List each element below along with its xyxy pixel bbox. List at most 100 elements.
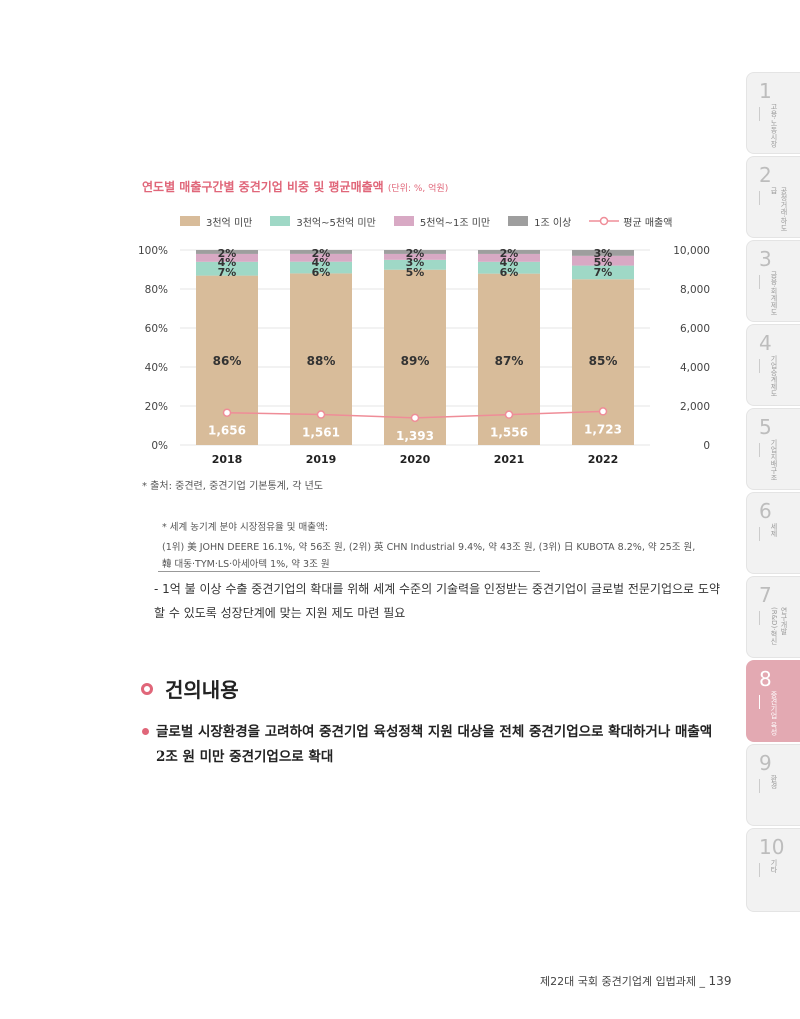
data-label: 2% xyxy=(500,247,519,260)
footer-text: 제22대 국회 중견기업계 입법과제 _ xyxy=(540,975,706,988)
side-tab-3[interactable]: 3 금융·회계제도 xyxy=(746,240,800,322)
section-title: 건의내용 xyxy=(165,678,239,702)
bar-segment xyxy=(290,250,352,254)
data-label: 6% xyxy=(500,266,519,279)
bar-segment xyxy=(384,253,446,260)
data-label: 4% xyxy=(500,256,519,269)
y-tick-label: 0% xyxy=(151,440,168,452)
bar-segment xyxy=(478,261,540,274)
side-tab-8[interactable]: 8 중견기업 육성 xyxy=(746,660,800,742)
bar-segment xyxy=(572,255,634,266)
side-tab-label: 기업지배구조 xyxy=(770,439,778,481)
data-label: 85% xyxy=(589,354,618,368)
line-point xyxy=(410,413,420,423)
section-heading: 건의내용 xyxy=(141,674,239,703)
bar-segment xyxy=(384,250,446,254)
divider xyxy=(759,443,760,457)
legend-line-marker xyxy=(589,216,620,226)
x-tick-label: 2021 xyxy=(494,453,525,466)
side-tab-7[interactable]: 7 연구개발(R&D)·혁신 xyxy=(746,576,800,658)
side-tab-label: 중견기업 육성 xyxy=(770,691,778,736)
side-tab-2[interactable]: 2 공정거래·하도급 xyxy=(746,156,800,238)
bar-segment xyxy=(478,253,540,262)
data-label: 3% xyxy=(406,256,425,269)
side-tab-number: 3 xyxy=(759,247,772,271)
bar-segment xyxy=(478,250,540,254)
legend-label: 5천억~1조 미만 xyxy=(419,217,491,229)
x-tick-label: 2020 xyxy=(400,453,431,466)
data-label: 2% xyxy=(218,247,237,260)
y2-tick-label: 2,000 xyxy=(680,401,710,413)
bar-segment xyxy=(572,265,634,280)
body-paragraph: - 1억 불 이상 수출 중견기업의 확대를 위해 세계 수준의 기술력을 인정… xyxy=(154,582,720,620)
line-point xyxy=(598,407,608,416)
divider xyxy=(759,695,760,709)
y2-tick-label: 6,000 xyxy=(680,323,710,335)
page-number: 139 xyxy=(708,974,732,988)
data-label: 88% xyxy=(307,354,336,368)
data-label: 2% xyxy=(312,247,331,260)
divider xyxy=(759,191,760,205)
line-value-label: 1,656 xyxy=(208,424,246,438)
legend-swatch xyxy=(270,216,291,226)
chart-legend: 3천억 미만 3천억~5천억 미만 5천억~1조 미만 1조 이상 평균 매출액 xyxy=(180,213,690,229)
x-tick-label: 2019 xyxy=(306,453,337,466)
side-tab-number: 4 xyxy=(759,331,772,355)
legend-item: 3천억~5천억 미만 xyxy=(270,214,376,229)
side-tab-number: 2 xyxy=(759,163,772,187)
y2-tick-label: 8,000 xyxy=(680,284,710,296)
side-tab-4[interactable]: 4 기업승계제도 xyxy=(746,324,800,406)
bar-segment xyxy=(196,250,258,254)
side-tab-number: 1 xyxy=(759,79,772,103)
bar-segment xyxy=(196,261,258,276)
legend-item: 1조 이상 xyxy=(508,214,571,229)
data-label: 5% xyxy=(594,256,613,269)
data-label: 7% xyxy=(594,266,613,279)
line-value-label: 1,723 xyxy=(584,422,622,436)
data-label: 86% xyxy=(213,354,242,368)
side-tab-1[interactable]: 1 고용·노동시장 xyxy=(746,72,800,154)
y-tick-label: 100% xyxy=(138,245,168,257)
bar-segment xyxy=(384,259,446,270)
y2-tick-label: 10,000 xyxy=(673,245,710,257)
proposal-text: 글로벌 시장환경을 고려하여 중견기업 육성정책 지원 대상을 전체 중견기업으… xyxy=(156,724,713,765)
side-tab-label: 금융·회계제도 xyxy=(770,271,778,316)
data-label: 89% xyxy=(401,354,430,368)
y2-tick-label: 0 xyxy=(703,440,710,452)
side-tab-label: 공정거래·하도급 xyxy=(770,187,788,232)
bullet-dot-icon xyxy=(142,728,149,735)
legend-label: 평균 매출액 xyxy=(623,217,673,229)
note-line: 韓 대동·TYM·LS·아세아텍 1%, 약 3조 원 xyxy=(162,559,330,570)
page-footer: 제22대 국회 중견기업계 입법과제 _ 139 xyxy=(540,973,731,989)
chart-title-text: 연도별 매출구간별 중견기업 비중 및 평균매출액 xyxy=(142,180,384,194)
side-tab-number: 9 xyxy=(759,751,772,775)
data-label: 4% xyxy=(312,256,331,269)
legend-item: 3천억 미만 xyxy=(180,214,252,229)
side-tab-label: 세제 xyxy=(770,523,778,537)
line-point xyxy=(222,408,232,417)
legend-label: 3천억 미만 xyxy=(206,217,253,229)
side-tab-10[interactable]: 10 기타 xyxy=(746,828,800,912)
data-label: 6% xyxy=(312,266,331,279)
note-line: * 세계 농기계 분야 시장점유율 및 매출액: xyxy=(162,522,328,533)
bar-segment xyxy=(572,279,634,445)
divider xyxy=(759,863,760,877)
y-tick-label: 60% xyxy=(145,323,168,335)
data-label: 7% xyxy=(218,266,237,279)
note-underline xyxy=(158,571,540,572)
side-tab-label: 고용·노동시장 xyxy=(770,103,778,148)
chart-unit: (단위: %, 억원) xyxy=(387,184,449,194)
legend-item: 평균 매출액 xyxy=(589,214,672,229)
bar-segment xyxy=(290,261,352,274)
y-tick-label: 20% xyxy=(145,401,168,413)
data-label: 4% xyxy=(218,256,237,269)
side-tab-9[interactable]: 9 환경 xyxy=(746,744,800,826)
line-value-label: 1,393 xyxy=(396,429,434,443)
y-tick-label: 40% xyxy=(145,362,168,374)
chart-source: * 출처: 중견련, 중견기업 기본통계, 각 년도 xyxy=(142,481,323,492)
side-tab-6[interactable]: 6 세제 xyxy=(746,492,800,574)
side-tab-5[interactable]: 5 기업지배구조 xyxy=(746,408,800,490)
bar-segment xyxy=(196,253,258,262)
legend-label: 3천억~5천억 미만 xyxy=(296,217,376,229)
y-tick-label: 80% xyxy=(145,284,168,296)
